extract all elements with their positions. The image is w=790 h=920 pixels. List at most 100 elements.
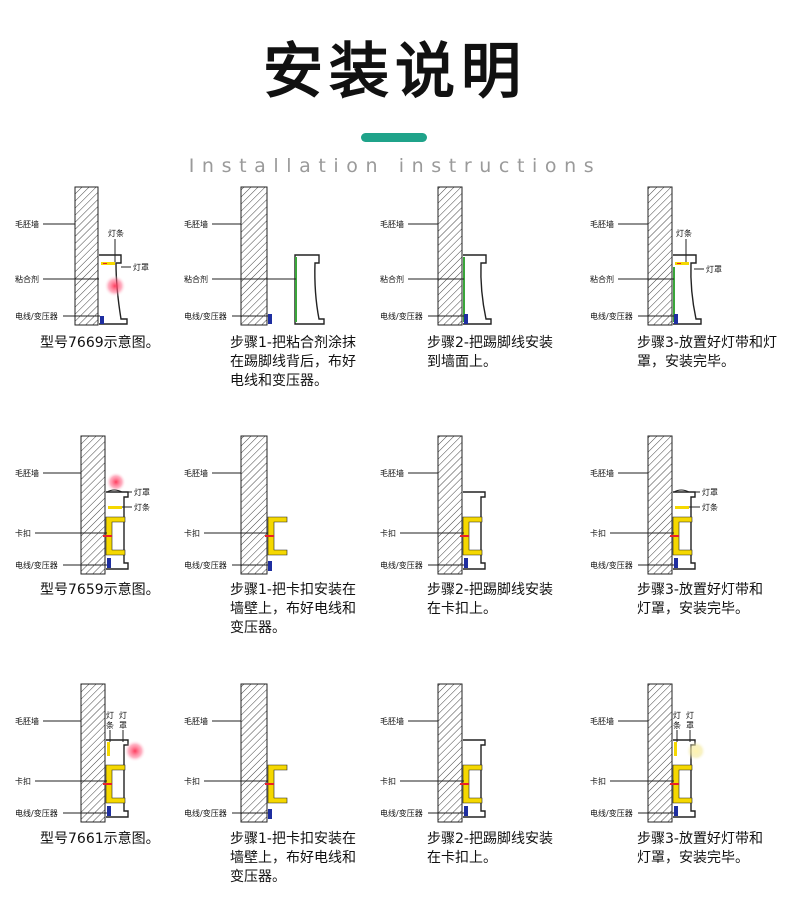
- led-light: [677, 263, 681, 264]
- caption-r1c4: 步骤3-放置好灯带和灯罩，安装完毕。: [637, 335, 777, 370]
- red-glow: [124, 740, 146, 762]
- label-wire: 电线/变压器: [15, 560, 58, 570]
- label-wire: 电线/变压器: [184, 311, 227, 321]
- diagram-7659: 毛胚墙 卡扣 电线/变压器 灯罩 灯条: [15, 432, 200, 592]
- diagram-7661: 毛胚墙 卡扣 电线/变压器 灯 条 灯 罩: [15, 680, 200, 840]
- label-strip-v1: 灯: [673, 710, 681, 720]
- label-clip: 卡扣: [590, 776, 606, 786]
- wire-block: [674, 806, 678, 816]
- skirting-profile: [294, 254, 325, 325]
- label-cover-v1: 灯: [119, 710, 127, 720]
- label-wall: 毛胚墙: [184, 468, 208, 478]
- skirting-profile: [106, 739, 129, 818]
- led-light: [103, 263, 107, 264]
- label-strip: 灯条: [676, 228, 692, 238]
- label-wall: 毛胚墙: [15, 468, 39, 478]
- red-glow: [104, 275, 126, 297]
- label-wire: 电线/变压器: [380, 311, 423, 321]
- wire-block: [100, 316, 104, 324]
- skirting-profile: [463, 254, 492, 325]
- page-title: 安装说明: [263, 37, 527, 107]
- label-strip: 灯条: [108, 228, 124, 238]
- diagram-r3-step2: 毛胚墙 卡扣 电线/变压器: [380, 680, 565, 840]
- wire-block: [674, 558, 678, 568]
- label-adhesive: 粘合剂: [15, 274, 39, 284]
- label-adhesive: 粘合剂: [590, 274, 614, 284]
- label-wire: 电线/变压器: [380, 808, 423, 818]
- page-subtitle: Installation instructions: [188, 155, 602, 177]
- label-cover: 灯罩: [706, 264, 722, 274]
- label-wall: 毛胚墙: [15, 219, 39, 229]
- label-clip: 卡扣: [590, 528, 606, 538]
- diagram-r3-step3: 毛胚墙 卡扣 电线/变压器 灯 条 灯 罩: [590, 680, 775, 840]
- caption-r1c1: 型号7669示意图。: [40, 335, 160, 351]
- clip: [267, 516, 288, 556]
- wall: [240, 186, 268, 326]
- label-cover-v2: 罩: [686, 721, 694, 730]
- diagram-7669: 毛胚墙 粘合剂 电线/变压器 灯条 灯罩: [15, 183, 200, 343]
- label-cover: 灯罩: [134, 487, 150, 497]
- label-wire: 电线/变压器: [590, 311, 633, 321]
- wall: [74, 186, 99, 326]
- label-clip: 卡扣: [184, 528, 200, 538]
- led-strip: [108, 506, 122, 509]
- clip: [672, 764, 693, 804]
- clip: [105, 516, 126, 556]
- label-strip: 灯条: [134, 502, 150, 512]
- led-strip: [674, 742, 677, 756]
- label-cover-v1: 灯: [686, 710, 694, 720]
- led-strip: [675, 506, 689, 509]
- caption-r2c4: 步骤3-放置好灯带和灯罩，安装完毕。: [637, 582, 763, 617]
- skirting-profile: [463, 491, 486, 570]
- label-wire: 电线/变压器: [184, 808, 227, 818]
- wall: [647, 186, 673, 326]
- label-wall: 毛胚墙: [15, 716, 39, 726]
- label-wall: 毛胚墙: [590, 716, 614, 726]
- label-strip-v1: 灯: [106, 710, 114, 720]
- skirting-profile: [106, 491, 129, 570]
- label-wall: 毛胚墙: [380, 468, 404, 478]
- clip: [105, 764, 126, 804]
- label-strip-v2: 条: [673, 720, 681, 730]
- wall: [437, 435, 463, 575]
- label-adhesive: 粘合剂: [380, 274, 404, 284]
- label-wall: 毛胚墙: [380, 219, 404, 229]
- clip: [462, 764, 483, 804]
- red-glow: [106, 472, 126, 492]
- skirting-profile: [673, 491, 696, 570]
- caption-r3c1: 型号7661示意图。: [40, 831, 160, 847]
- label-wire: 电线/变压器: [590, 560, 633, 570]
- label-strip-v2: 条: [106, 720, 114, 730]
- wire-block: [268, 809, 272, 819]
- skirting-profile: [673, 254, 702, 325]
- wire-block: [464, 806, 468, 816]
- diagram-r2-step2: 毛胚墙 卡扣 电线/变压器: [380, 432, 565, 592]
- label-cover-v2: 罩: [119, 721, 127, 730]
- caption-r3c2: 步骤1-把卡扣安装在墙壁上，布好电线和变压器。: [230, 831, 356, 885]
- wire-block: [107, 558, 111, 568]
- led-strip: [101, 262, 115, 265]
- wall: [80, 683, 106, 823]
- label-wall: 毛胚墙: [184, 219, 208, 229]
- caption-r2c1: 型号7659示意图。: [40, 582, 160, 598]
- wire-block: [464, 558, 468, 568]
- caption-r3c3: 步骤2-把踢脚线安装在卡扣上。: [427, 831, 553, 866]
- title-accent-bar: [361, 133, 427, 142]
- wire-block: [107, 806, 111, 816]
- label-wire: 电线/变压器: [184, 560, 227, 570]
- wall: [437, 683, 463, 823]
- label-clip: 卡扣: [15, 776, 31, 786]
- wall: [240, 683, 268, 823]
- wall: [240, 435, 268, 575]
- wire-block: [268, 561, 272, 571]
- skirting-profile: [673, 739, 696, 818]
- caption-r3c4: 步骤3-放置好灯带和灯罩，安装完毕。: [637, 831, 763, 866]
- label-cover: 灯罩: [702, 487, 718, 497]
- diagram-r1-step1: 毛胚墙 粘合剂 电线/变压器: [184, 183, 369, 343]
- label-clip: 卡扣: [380, 776, 396, 786]
- label-wire: 电线/变压器: [15, 311, 58, 321]
- label-wall: 毛胚墙: [590, 219, 614, 229]
- wire-block: [464, 314, 468, 324]
- caption-r2c3: 步骤2-把踢脚线安装在卡扣上。: [427, 582, 553, 617]
- led-strip: [107, 742, 110, 756]
